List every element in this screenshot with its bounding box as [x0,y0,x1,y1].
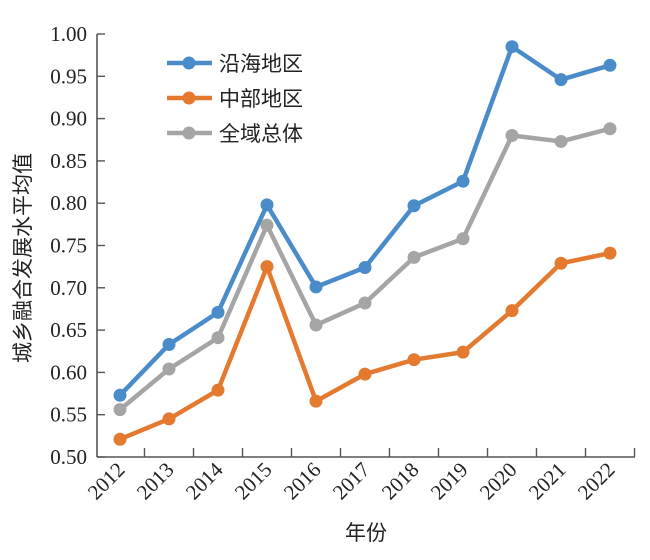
y-tick-label: 0.55 [50,403,87,427]
data-point [309,280,323,294]
data-point [113,432,127,446]
series-2 [113,122,617,417]
legend-item: 中部地区 [167,87,303,111]
series-1 [113,246,617,446]
data-point [309,394,323,408]
y-axis-ticks: 0.50 0.55 0.60 0.65 0.70 0.75 0.80 0.85 0.90 0.95… [50,22,105,469]
legend-marker [182,56,196,70]
data-point [554,134,568,148]
x-tick-label: 2019 [426,458,473,505]
x-tick-label: 2022 [573,458,620,505]
y-tick-label: 0.95 [50,64,87,88]
y-tick-label: 0.75 [50,234,87,258]
data-point [113,403,127,417]
x-tick-label: 2012 [83,458,130,505]
y-tick-label: 0.60 [50,360,87,384]
series-0 [113,40,617,402]
data-point [407,250,421,264]
data-point [211,331,225,345]
legend-label: 全域总体 [219,122,303,146]
legend-item: 沿海地区 [167,52,303,76]
data-point [260,260,274,274]
data-point [358,296,372,310]
data-point [407,353,421,367]
x-tick-label: 2018 [377,458,424,505]
x-axis-title: 年份 [345,521,387,545]
data-point [456,345,470,359]
series-line [119,250,611,442]
data-point [211,305,225,319]
y-tick-label: 0.50 [50,445,87,469]
data-point [358,367,372,381]
legend-marker [182,91,196,105]
x-tick-label: 2013 [132,458,179,505]
y-axis-title: 城乡融合发展水平均值 [11,153,35,363]
data-point [407,199,421,213]
legend-label: 中部地区 [219,87,303,111]
data-point [113,388,127,402]
x-tick-label: 2016 [279,458,326,505]
x-tick-label: 2017 [328,458,375,505]
data-point [505,129,519,143]
x-tick-label: 2020 [475,458,522,505]
x-tick-label: 2021 [524,458,571,505]
y-tick-label: 0.65 [50,318,87,342]
data-point [260,218,274,232]
y-tick-label: 0.80 [50,191,87,215]
data-point [456,232,470,246]
data-point [162,362,176,376]
y-tick-label: 0.90 [50,107,87,131]
y-tick-label: 1.00 [50,22,87,46]
data-point [260,198,274,212]
y-tick-label: 0.70 [50,276,87,300]
data-point [554,73,568,87]
x-tick-label: 2015 [230,458,277,505]
data-point [162,412,176,426]
data-point [162,337,176,351]
data-point [554,256,568,270]
legend-marker [182,126,196,140]
x-tick-label: 2014 [181,457,228,504]
data-point [309,318,323,332]
data-point [505,304,519,318]
series-layer [113,40,617,446]
y-tick-label: 0.85 [50,149,87,173]
legend-item: 全域总体 [167,122,303,146]
data-point [358,260,372,274]
legend-label: 沿海地区 [219,52,303,76]
data-point [603,246,617,260]
data-point [505,40,519,54]
data-point [603,58,617,72]
data-point [211,383,225,397]
data-point [603,122,617,136]
data-point [456,174,470,188]
